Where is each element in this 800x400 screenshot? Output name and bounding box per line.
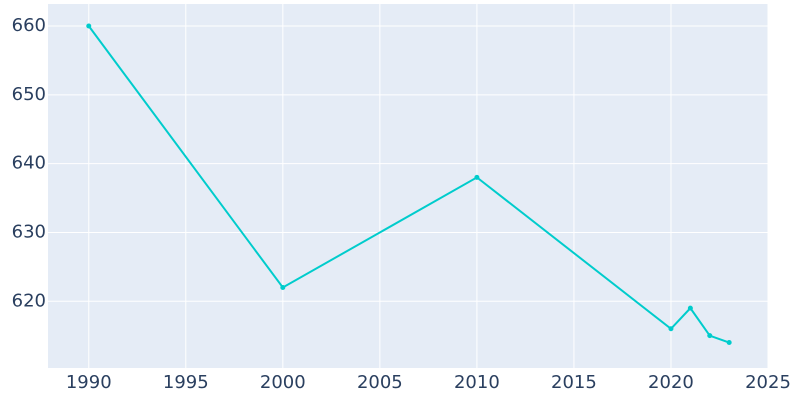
y-tick-label: 630 xyxy=(12,221,46,242)
marker xyxy=(86,23,92,29)
x-tick-label: 2010 xyxy=(454,372,500,393)
y-tick-label: 620 xyxy=(12,290,46,311)
marker xyxy=(668,326,674,332)
marker xyxy=(726,340,732,346)
x-tick-label: 2015 xyxy=(551,372,597,393)
y-tick-label: 640 xyxy=(12,153,46,174)
plot-area xyxy=(48,4,768,368)
marker xyxy=(707,333,713,339)
x-tick-label: 2000 xyxy=(260,372,306,393)
marker xyxy=(280,284,286,290)
x-tick-label: 2025 xyxy=(745,372,791,393)
x-tick-label: 1990 xyxy=(66,372,112,393)
y-tick-label: 650 xyxy=(12,84,46,105)
y-tick-label: 660 xyxy=(12,15,46,36)
x-tick-label: 1995 xyxy=(163,372,209,393)
x-tick-label: 2005 xyxy=(357,372,403,393)
marker xyxy=(687,305,693,311)
marker xyxy=(474,174,480,180)
x-tick-label: 2020 xyxy=(648,372,694,393)
